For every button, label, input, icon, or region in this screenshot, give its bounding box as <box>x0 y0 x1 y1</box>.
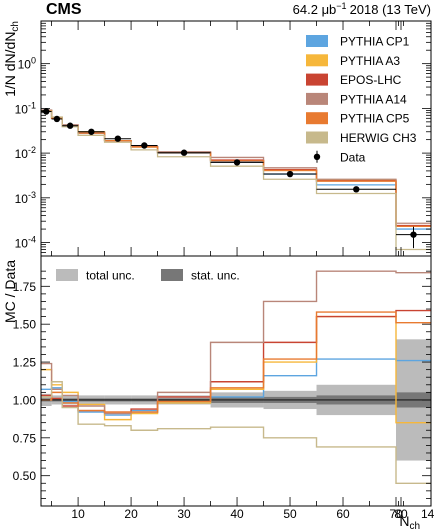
legend-swatch-2 <box>306 73 328 86</box>
xlabel-main: N <box>399 513 409 529</box>
tick-base: 10 <box>15 102 29 116</box>
bottom-ytick-label-0: 0.50 <box>13 469 37 483</box>
bottom-ytick-label-3: 1.25 <box>13 356 37 370</box>
mc-histogram-5 <box>41 110 431 251</box>
top-ylabel-main: 1/N dN/dN <box>2 32 18 97</box>
tick-exponent: -1 <box>28 100 36 110</box>
x-tick-label-8: 140 <box>421 507 434 521</box>
tick-exponent: -3 <box>28 190 36 200</box>
mc-histogram-1 <box>41 109 431 228</box>
lumi-rest: 2018 (13 TeV) <box>350 2 431 17</box>
data-point-9 <box>353 186 360 193</box>
band-legend: total unc. stat. unc. <box>56 269 240 283</box>
top-ytick-label-0: 100 <box>18 56 36 72</box>
legend-label-3: PYTHIA A14 <box>340 92 407 106</box>
tick-exponent: -4 <box>28 235 36 245</box>
bottom-ytick-label-4: 1.50 <box>13 318 37 332</box>
data-point-1 <box>53 115 61 123</box>
x-tick-label-1: 20 <box>124 507 138 521</box>
mc-histogram-4 <box>41 110 431 228</box>
legend-swatch-1 <box>306 54 328 67</box>
x-tick-label-4: 50 <box>283 507 297 521</box>
bottom-frame <box>40 255 432 507</box>
tick-base: 10 <box>15 147 29 161</box>
legend-label-data: Data <box>340 150 366 164</box>
xlabel-sub: ch <box>409 521 420 531</box>
band-legend-swatch-0 <box>56 269 78 281</box>
legend-swatch-4 <box>306 112 328 125</box>
tick-exponent: 0 <box>31 56 36 66</box>
legend-label-5: HERWIG CH3 <box>340 131 417 145</box>
data-point-6 <box>180 149 188 156</box>
lumi-value: 64.2 μb <box>293 2 337 17</box>
tick-base: 10 <box>18 58 32 72</box>
data-point-8 <box>286 170 294 178</box>
x-tick-label-7: 80 <box>394 507 408 521</box>
mc-histogram-2 <box>41 110 431 227</box>
x-tick-label-2: 30 <box>177 507 191 521</box>
legend: PYTHIA CP1 PYTHIA A3 EPOS-LHC PYTHIA A14 PYT… <box>306 35 417 164</box>
top-y-axis-label: 1/N dN/dNch <box>2 21 21 97</box>
x-tick-label-5: 60 <box>336 507 350 521</box>
band-legend-label-0: total unc. <box>86 269 135 283</box>
legend-label-4: PYTHIA CP5 <box>340 112 410 126</box>
bottom-panel: 0.50 0.75 1.00 1.25 1.50 1.75 10 20 30 40 50 60 708… <box>2 255 434 521</box>
tick-exponent: -2 <box>28 145 36 155</box>
lumi-label: 64.2 μb−1 2018 (13 TeV) <box>293 1 431 17</box>
bottom-y-ticks: 0.50 0.75 1.00 1.25 1.50 1.75 <box>13 270 431 499</box>
bottom-ytick-label-1: 0.75 <box>13 431 37 445</box>
tick-base: 10 <box>15 192 29 206</box>
data-point-0 <box>43 108 50 115</box>
mc-histogram-0 <box>41 109 431 230</box>
data-point-4 <box>114 135 122 142</box>
legend-label-0: PYTHIA CP1 <box>340 35 410 49</box>
top-ytick-label-1: 10-1 <box>15 100 36 116</box>
bottom-y-axis-label: MC / Data <box>2 260 18 323</box>
x-tick-label-0: 10 <box>71 507 85 521</box>
data-point-3 <box>88 128 95 135</box>
x-axis-label: Nch <box>399 513 420 531</box>
data-points <box>41 108 431 249</box>
ratio-histogram-5 <box>41 381 431 484</box>
top-ytick-label-3: 10-3 <box>15 190 36 206</box>
bottom-ytick-label-2: 1.00 <box>13 393 37 407</box>
lumi-exponent: −1 <box>336 1 346 11</box>
legend-label-1: PYTHIA A3 <box>340 54 400 68</box>
legend-swatch-3 <box>306 92 328 105</box>
data-point-7 <box>233 159 241 166</box>
bottom-ytick-label-5: 1.75 <box>13 280 37 294</box>
legend-swatch-0 <box>306 35 328 47</box>
top-ytick-label-4: 10-4 <box>15 235 36 251</box>
x-tick-label-3: 40 <box>230 507 244 521</box>
tick-base: 10 <box>15 237 29 251</box>
top-x-ticks <box>51 21 404 256</box>
data-point-2 <box>66 122 74 129</box>
legend-swatch-5 <box>306 131 328 144</box>
experiment-label: CMS <box>46 1 82 18</box>
legend-data-marker <box>313 153 321 160</box>
legend-label-2: EPOS-LHC <box>340 73 402 87</box>
x-tick-label-6: 70 <box>389 507 403 521</box>
band-legend-label-1: stat. unc. <box>191 269 240 283</box>
data-point-10 <box>410 231 417 238</box>
ratio-histograms <box>41 270 431 484</box>
top-ylabel-sub: ch <box>10 21 21 32</box>
data-point-5 <box>141 142 148 149</box>
top-ytick-label-2: 10-2 <box>15 145 36 161</box>
band-legend-swatch-1 <box>161 269 183 281</box>
